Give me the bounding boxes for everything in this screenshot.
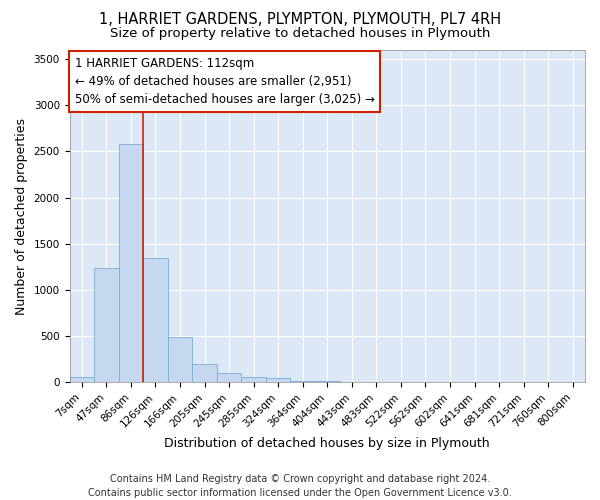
Bar: [241, 377, 266, 382]
X-axis label: Distribution of detached houses by size in Plymouth: Distribution of detached houses by size …: [164, 437, 490, 450]
Y-axis label: Number of detached properties: Number of detached properties: [15, 118, 28, 314]
Text: 1, HARRIET GARDENS, PLYMPTON, PLYMOUTH, PL7 4RH: 1, HARRIET GARDENS, PLYMPTON, PLYMOUTH, …: [99, 12, 501, 28]
Text: Contains HM Land Registry data © Crown copyright and database right 2024.
Contai: Contains HM Land Registry data © Crown c…: [88, 474, 512, 498]
Bar: [290, 380, 315, 382]
Bar: [143, 258, 168, 382]
Bar: [315, 381, 340, 382]
Bar: [217, 373, 241, 382]
Bar: [168, 337, 192, 382]
Bar: [266, 378, 290, 382]
Bar: [119, 144, 143, 382]
Text: 1 HARRIET GARDENS: 112sqm
← 49% of detached houses are smaller (2,951)
50% of se: 1 HARRIET GARDENS: 112sqm ← 49% of detac…: [74, 56, 374, 106]
Bar: [192, 364, 217, 382]
Text: Size of property relative to detached houses in Plymouth: Size of property relative to detached ho…: [110, 28, 490, 40]
Bar: [94, 268, 119, 382]
Bar: [70, 377, 94, 382]
